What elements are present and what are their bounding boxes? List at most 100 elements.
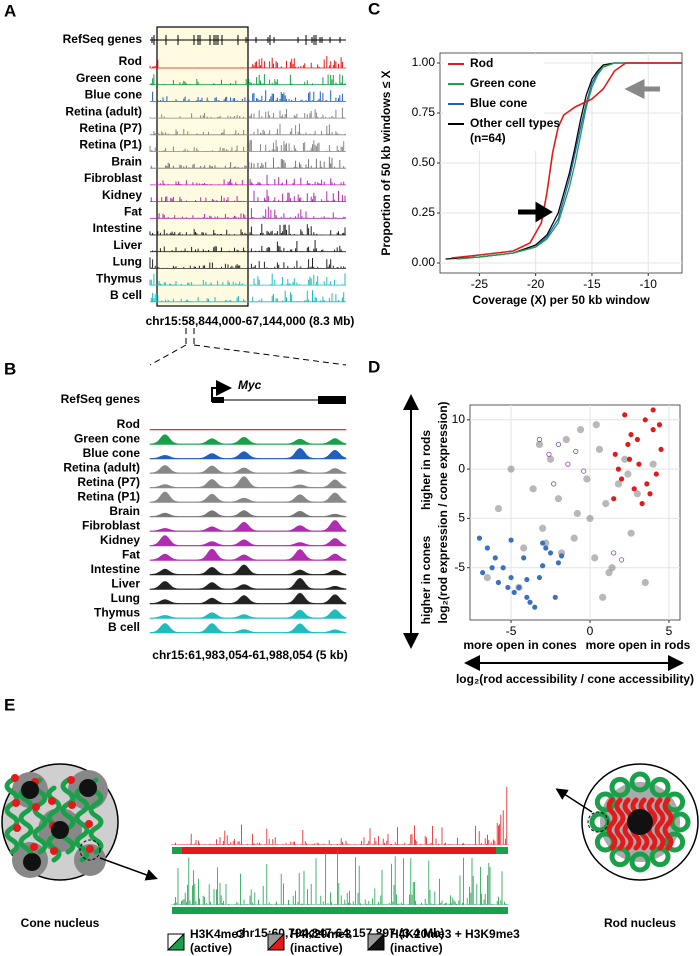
track-label: Green cone [74,432,140,446]
track-signal [171,786,509,845]
domain-bar [496,847,508,854]
track-signal [149,107,345,119]
zoom-circle [587,811,609,833]
track-label: B cell [110,288,142,302]
y-tick-label: 0.50 [412,155,436,169]
point [583,475,591,483]
track-signal [149,139,345,152]
exon [212,397,224,403]
legend-icon [366,932,385,951]
point [520,544,528,552]
track-signal [152,90,343,102]
point [570,534,578,542]
track-signal [149,510,347,518]
track-label: Rod [119,54,142,68]
track-signal [149,257,346,269]
track-signal [150,189,346,202]
point [511,589,517,595]
point [532,604,538,610]
legend-icon [166,932,185,951]
heterochromatin-dot [30,843,38,851]
cdf-line [456,62,682,260]
zoom-circle [79,839,101,861]
track-label: Intestine [93,221,143,235]
zoom-lines [149,328,347,366]
point [489,565,495,571]
track-label: Thymus [96,271,142,285]
point [615,466,622,472]
point [527,599,533,605]
heterochromatin-dot [11,774,19,782]
active-chromatin [60,777,76,855]
track-signal [149,56,343,68]
y-tick-label: 5 [458,511,465,525]
x-axis-label: Coverage (X) per 50 kb window [472,293,650,307]
point [650,407,656,413]
chromocenter-core [21,781,39,799]
point [500,565,506,571]
track-label: Green cone [76,71,142,85]
legend-state: (active) [190,941,232,955]
legend-label: H4K20me3 [290,927,352,941]
legend-label: H4K20me3 + H3K9me3 [390,927,520,941]
chromocenter-core [23,853,41,871]
x-tick-label: -10 [640,277,658,291]
highlight-box [156,26,249,307]
gene-name: Myc [238,378,262,392]
point [631,486,637,492]
point [653,471,659,477]
point [591,554,599,562]
y-axis-label: Proportion of 50 kb windows ≤ X [379,70,393,255]
track-label: Lung [113,255,142,269]
point [476,535,483,541]
track-signal [149,273,346,286]
point [555,560,562,566]
inactive-chromatin [662,797,674,851]
point [618,557,625,563]
track-signal [156,174,346,185]
point [492,555,498,561]
track-label: Liver [111,577,140,591]
point [554,495,563,503]
heterochromatin-dot [32,803,40,811]
point [586,514,594,523]
point [521,555,527,561]
y-tick-label: 0.00 [412,255,436,269]
track-signal [149,74,346,85]
inactive-chromatin [654,797,666,851]
point [602,500,610,508]
legend-label: H3K4me3 [190,927,245,941]
point [480,570,486,576]
point [649,460,657,468]
legend-note: (n=64) [470,131,506,145]
point [656,422,663,428]
zoom-arrow [555,788,593,813]
heterochromatin-dot [13,824,21,832]
point [508,574,514,581]
exon [318,396,346,404]
track-signal [149,592,347,605]
panel-label: A [4,1,16,20]
x-tick-label: 5 [666,624,673,638]
legend-label: Rod [470,56,493,70]
annotation: higher in rods [419,430,433,510]
chromocenter-core [51,821,69,839]
inactive-chromatin [614,797,626,851]
track-label: Rod [117,417,140,431]
point [608,564,616,572]
track-signal [149,577,347,590]
point [634,436,640,443]
region-label: chr15:61,983,054-61,988,054 (5 kb) [152,648,347,662]
y-axis-label: log₂(rod expression / cone expression) [436,401,450,623]
active-chromatin [609,776,631,798]
track-signal [149,491,347,503]
track-signal [150,290,345,302]
inactive-chromatin [606,797,618,851]
domain-bar [172,847,182,854]
track-signal [149,520,347,532]
active-chromatin [629,771,651,793]
point [642,417,648,423]
x-axis-label: log₂(rod accessibility / cone accessibil… [456,672,694,686]
track-signal [149,429,347,431]
track-signal [149,123,346,135]
